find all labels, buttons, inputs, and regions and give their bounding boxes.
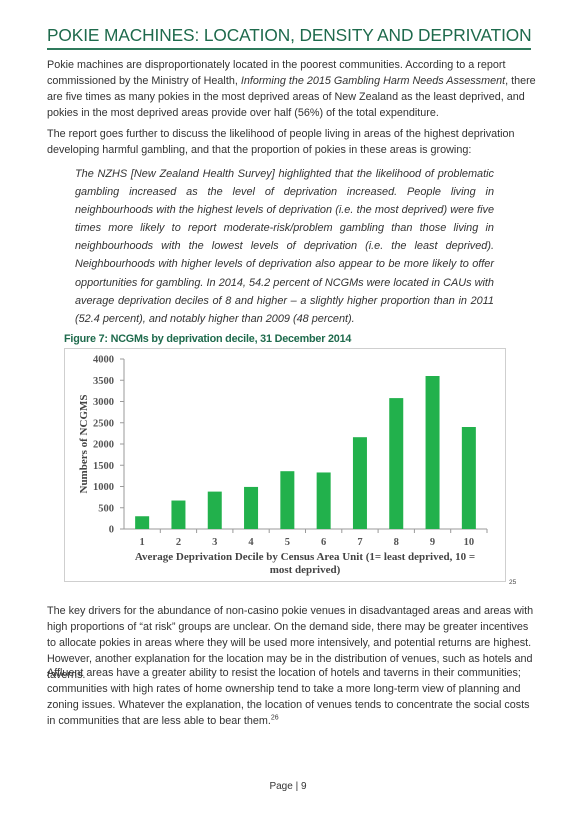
y-tick-label: 500 [98, 503, 114, 514]
intro-paragraph: Pokie machines are disproportionately lo… [47, 57, 537, 121]
bar-decile-4 [244, 486, 259, 529]
bar-decile-9 [425, 376, 440, 529]
y-tick-label: 3000 [93, 397, 114, 408]
x-tick-label: 4 [248, 537, 254, 548]
x-tick-label: 10 [464, 537, 475, 548]
drivers-paragraph: The key drivers for the abundance of non… [47, 605, 534, 681]
chart-canvas: 0 500 1000 1500 2000 2500 3000 3500 4000 1 2 3 4 5 6 7 8… [78, 355, 488, 576]
x-tick-label: 6 [321, 537, 326, 548]
bar-decile-3 [207, 491, 222, 529]
bar-decile-1 [135, 516, 150, 529]
y-tick-label: 1500 [93, 461, 114, 472]
y-axis-title: Numbers of NCGMS [78, 395, 90, 494]
page-title: POKIE MACHINES: LOCATION, DENSITY AND DE… [47, 25, 532, 45]
bar-chart: 0 500 1000 1500 2000 2500 3000 3500 4000 1 2 3 4 5 6 7 8… [64, 348, 506, 582]
bar-decile-7 [352, 437, 367, 529]
bar-decile-2 [171, 500, 186, 529]
y-tick-label: 2000 [93, 440, 114, 451]
figure-caption: Figure 7: NCGMs by deprivation decile, 3… [64, 333, 352, 345]
y-tick-label: 3500 [93, 376, 114, 387]
figure-footnote-ref: 25 [509, 579, 517, 586]
report-title-italic: Informing the 2015 Gambling Harm Needs A… [240, 75, 506, 87]
bar-decile-6 [316, 472, 331, 529]
bar-decile-5 [280, 471, 295, 529]
report-paragraph: The report goes further to discuss the l… [47, 128, 515, 156]
x-tick-label: 9 [430, 537, 435, 548]
block-quote: The NZHS [New Zealand Health Survey] hig… [75, 168, 494, 325]
intro-text-start: Pokie machines are disproportionately lo… [47, 59, 506, 87]
x-tick-label: 1 [140, 537, 145, 548]
x-tick-label: 2 [176, 537, 181, 548]
y-tick-label: 0 [109, 525, 114, 536]
x-axis-title: Average Deprivation Decile by Census Are… [135, 551, 475, 576]
x-tick-label: 8 [394, 537, 399, 548]
bar-decile-10 [461, 427, 476, 529]
affluent-text: Affluent areas have a greater ability to… [47, 667, 530, 727]
bar-decile-8 [389, 398, 404, 529]
x-tick-label: 5 [285, 537, 290, 548]
intro-text-end: , there are five times as many pokies in… [47, 75, 536, 119]
y-tick-label: 2500 [93, 418, 114, 429]
x-tick-label: 7 [357, 537, 362, 548]
y-tick-label: 4000 [93, 355, 114, 366]
y-tick-label: 1000 [93, 482, 114, 493]
page-number: Page | 9 [269, 781, 307, 792]
footnote-ref-26: 26 [270, 714, 279, 722]
title-underline [47, 48, 531, 50]
affluent-paragraph: Affluent areas have a greater ability to… [47, 665, 537, 729]
x-tick-label: 3 [212, 537, 217, 548]
